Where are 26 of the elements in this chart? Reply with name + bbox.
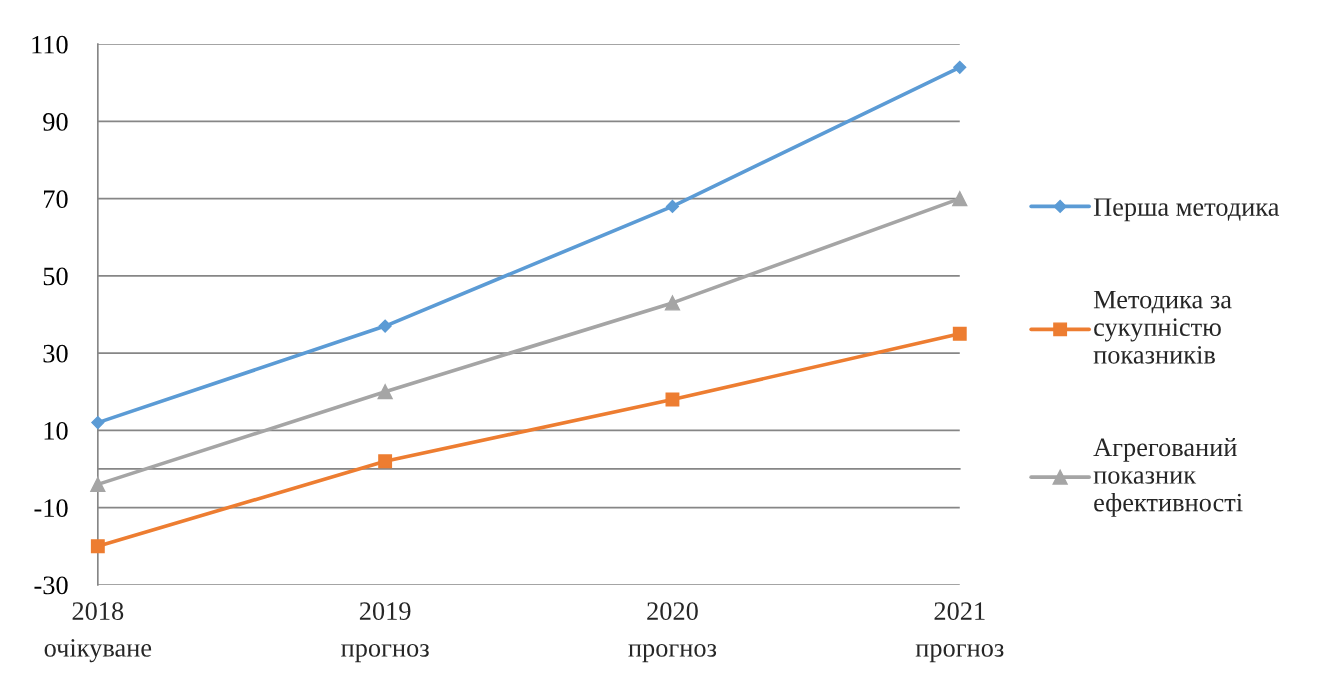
point (664, 295, 681, 311)
point (952, 191, 968, 207)
y-tick-label: -30 (34, 576, 68, 595)
point (378, 454, 393, 469)
point (377, 384, 393, 400)
y-tick-label: 90 (43, 113, 68, 131)
legend-label: Методика за сукупністю показників (1093, 290, 1232, 364)
legend-label: Агрегований показник ефективності (1093, 437, 1243, 517)
x-tick-label: 2019 прогноз (341, 602, 429, 663)
x-tick-label: 2020 прогноз (628, 602, 717, 663)
y-tick-label: 50 (43, 267, 68, 286)
point (91, 416, 105, 430)
y-tick-label: 110 (32, 35, 68, 54)
legend-label: Перша методика (1093, 198, 1280, 222)
point (665, 199, 680, 213)
y-tick-label: 30 (43, 344, 68, 363)
y-tick-label: -10 (34, 499, 68, 517)
point (90, 476, 106, 493)
point (378, 319, 392, 333)
y-tick-label: 70 (44, 190, 68, 209)
point (952, 326, 967, 341)
y-tick-label: 10 (44, 421, 68, 440)
x-tick-label: 2021 прогноз (915, 602, 1004, 663)
point (953, 60, 967, 74)
point (90, 539, 105, 554)
x-tick-label: 2018 очікуване (44, 602, 152, 663)
